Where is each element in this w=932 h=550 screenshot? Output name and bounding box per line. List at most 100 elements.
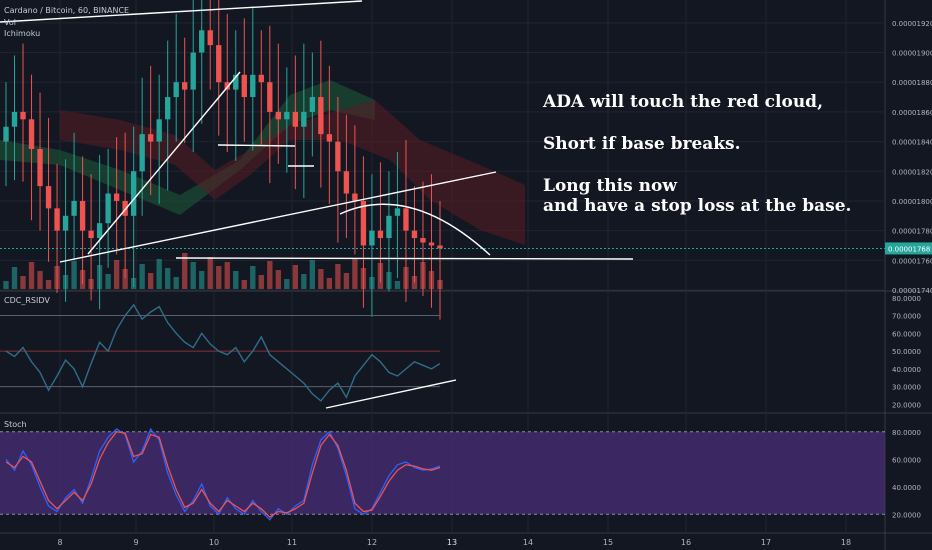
rsi-tick-label: 50.0000: [892, 348, 921, 356]
candle-body: [156, 119, 162, 142]
volume-bar: [216, 266, 222, 289]
candle-body: [428, 242, 435, 246]
candle-body: [233, 74, 239, 90]
candle-body: [267, 82, 273, 112]
volume-bar: [113, 260, 120, 289]
candle-body: [386, 215, 392, 239]
note-short: Short if base breaks.: [543, 134, 741, 154]
rsi-tick-label: 60.0000: [892, 330, 921, 338]
rsi-pane-title: CDC_RSIDV: [4, 296, 50, 305]
volume-bar: [20, 276, 26, 289]
stoch-d-line: [5, 431, 441, 518]
price-tick-label: 0.00001760: [892, 257, 932, 265]
volume-bar: [258, 275, 264, 289]
volume-bar: [403, 267, 409, 289]
volume-bar: [267, 261, 273, 289]
volume-bar: [71, 261, 77, 289]
volume-bar: [45, 280, 52, 289]
price-tick-label: 0.00001920: [892, 20, 932, 28]
volume-bar: [335, 264, 341, 289]
candle-body: [301, 111, 307, 127]
candle-body: [377, 230, 384, 239]
volume-bar: [326, 278, 333, 289]
volume-bar: [182, 253, 188, 289]
volume-bar: [420, 262, 426, 289]
candle-body: [20, 111, 26, 120]
candle-body: [165, 97, 171, 120]
x-tick-label: 18: [841, 538, 851, 547]
volume-label: Vol: [4, 18, 16, 27]
candle-body: [88, 230, 94, 239]
rsi-rising-trendline: [325, 379, 457, 409]
x-tick-label: 16: [681, 538, 691, 547]
volume-bar: [301, 274, 307, 289]
price-tick-label: 0.00001740: [892, 287, 932, 295]
candle-body: [207, 30, 213, 46]
volume-bar: [3, 281, 9, 289]
x-tick-label: 15: [603, 538, 613, 547]
candle-body: [122, 200, 128, 216]
candle-body: [292, 111, 299, 127]
volume-bar: [88, 279, 94, 289]
candle-body: [79, 200, 86, 231]
note-red-cloud: ADA will touch the red cloud,: [543, 92, 823, 112]
candle-body: [275, 111, 281, 120]
candle-body: [224, 82, 230, 90]
volume-bar: [139, 264, 145, 289]
price-tick-label: 0.00001860: [892, 109, 932, 117]
volume-bar: [37, 271, 43, 289]
volume-bar: [343, 273, 350, 289]
volume-bar: [54, 266, 60, 289]
candle-body: [173, 82, 179, 98]
volume-bar: [11, 267, 18, 289]
stoch-tick-label: 80.0000: [892, 429, 921, 437]
candle-body: [318, 97, 324, 135]
current-price-label: 0.00001768: [888, 245, 930, 253]
volume-bar: [318, 269, 324, 289]
candle-body: [437, 245, 443, 249]
candle-body: [113, 193, 120, 201]
candle-body: [250, 74, 256, 98]
note-long: Long this now: [543, 176, 677, 196]
x-tick-label: 13: [447, 538, 457, 547]
x-tick-label: 8: [57, 538, 62, 547]
candle-body: [420, 238, 426, 243]
arc-curve: [339, 203, 491, 256]
volume-bar: [428, 271, 435, 289]
candle-body: [3, 126, 9, 142]
level-line-1: [217, 144, 296, 147]
rsi-line: [5, 303, 441, 402]
volume-bar: [165, 268, 171, 289]
candle-body: [216, 45, 222, 83]
volume-bar: [360, 268, 367, 289]
volume-bar: [62, 275, 69, 289]
candle-body: [326, 134, 333, 142]
trendline-ascending: [59, 171, 497, 263]
candle-body: [343, 171, 350, 194]
x-tick-label: 10: [209, 538, 219, 547]
volume-bar: [105, 274, 111, 289]
candle-body: [352, 193, 358, 201]
volume-bar: [173, 277, 179, 289]
volume-bar: [79, 270, 86, 289]
candle-body: [394, 208, 401, 216]
trendline-top: [0, 0, 363, 23]
rsi-tick-label: 70.0000: [892, 313, 921, 321]
candle-body: [139, 134, 145, 172]
volume-bar: [394, 281, 401, 289]
candle-body: [54, 208, 60, 231]
candle-body: [147, 134, 154, 142]
x-tick-label: 9: [133, 538, 138, 547]
candle-body: [130, 171, 137, 216]
candle-body: [284, 111, 290, 120]
stoch-tick-label: 20.0000: [892, 511, 921, 519]
candle-body: [37, 149, 43, 187]
volume-bar: [437, 280, 443, 289]
candle-body: [411, 230, 418, 239]
volume-bar: [241, 280, 247, 289]
volume-bar: [130, 278, 137, 289]
support-base-line: [175, 257, 634, 260]
stoch-tick-label: 60.0000: [892, 456, 921, 464]
volume-bar: [386, 272, 392, 289]
